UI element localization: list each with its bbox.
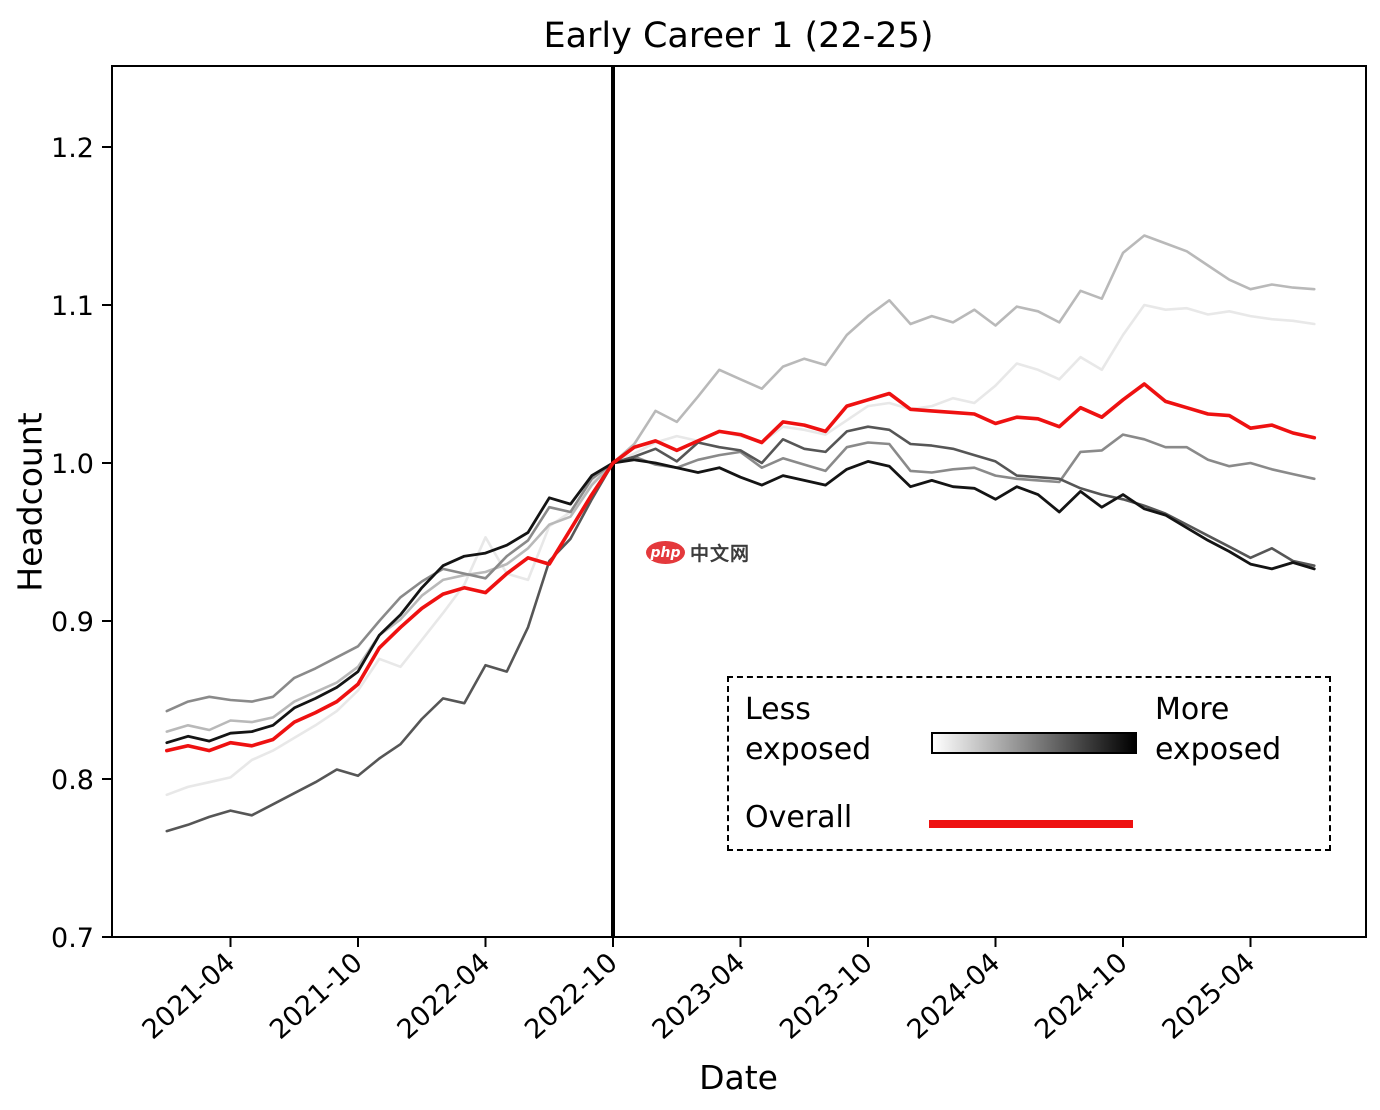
series-line-quintile-5 [165, 458, 1316, 745]
legend-box: Less exposed More exposed Overall [727, 676, 1331, 851]
exposure-gradient-swatch [931, 732, 1137, 754]
watermark: php 中文网 [646, 539, 750, 566]
y-tick-label: 1.2 [51, 133, 94, 164]
legend-less-exposed-label: Less exposed [745, 692, 872, 767]
y-tick-label: 1.0 [51, 449, 94, 480]
x-axis-label: Date [699, 1058, 778, 1097]
legend-more-exposed-label: More exposed [1155, 692, 1282, 767]
plot-border [111, 65, 1367, 938]
x-tick-label: 2022-04 [392, 947, 497, 1046]
y-tick-label: 1.1 [51, 291, 94, 322]
legend-overall-label: Overall [745, 800, 853, 835]
x-tick-label: 2021-04 [137, 947, 242, 1046]
x-tick-label: 2023-10 [774, 947, 879, 1046]
series-line-overall [165, 382, 1317, 753]
x-tick-label: 2022-10 [519, 947, 624, 1046]
y-tick-label: 0.7 [51, 923, 94, 954]
y-axis-label: Headcount [10, 412, 50, 592]
php-logo-badge: php [646, 541, 685, 564]
legend-overall-line-swatch [929, 820, 1133, 828]
y-tick-label: 0.8 [51, 765, 94, 796]
x-tick-label: 2024-10 [1029, 947, 1134, 1046]
x-tick-label: 2024-04 [902, 947, 1007, 1046]
x-tick-label: 2025-04 [1157, 947, 1262, 1046]
y-tick-label: 0.9 [51, 607, 94, 638]
watermark-site-text: 中文网 [690, 543, 751, 565]
series-line-quintile-2 [165, 234, 1316, 733]
x-tick-label: 2021-10 [264, 947, 369, 1046]
x-tick-label: 2023-04 [647, 947, 752, 1046]
series-line-quintile-4 [165, 425, 1316, 833]
chart-title: Early Career 1 (22-25) [543, 16, 934, 56]
